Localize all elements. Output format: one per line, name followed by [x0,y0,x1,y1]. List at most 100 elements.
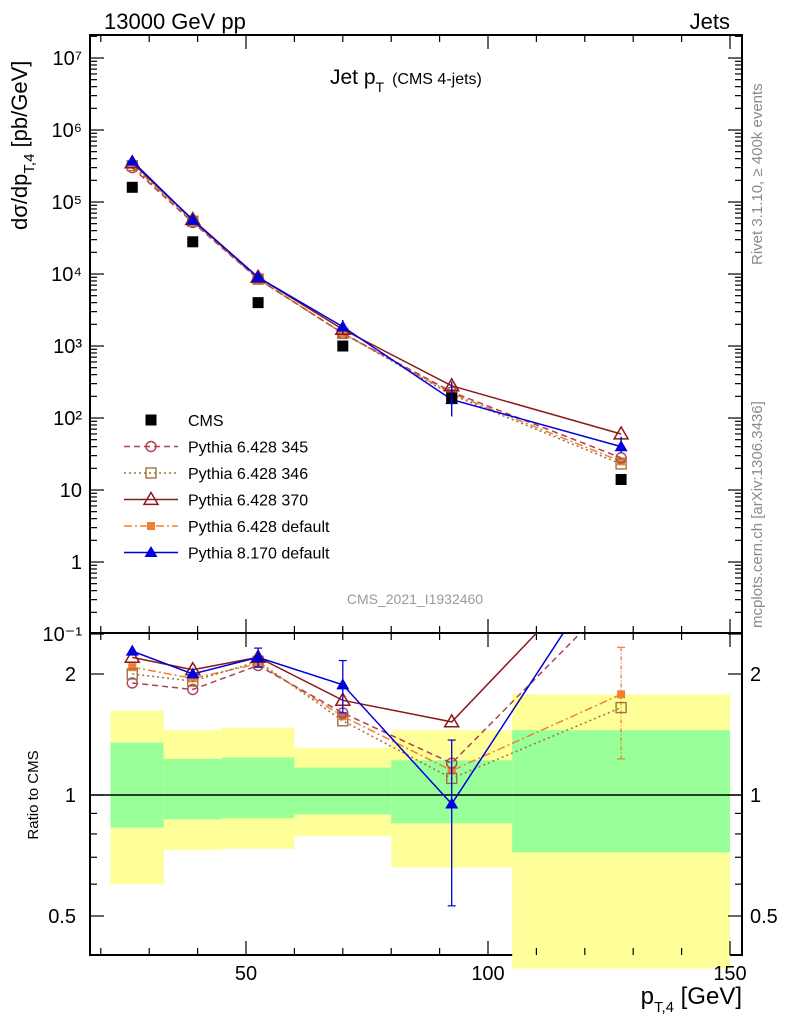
analysis-watermark: CMS_2021_I1932460 [347,591,483,607]
series-line-pythia-6-428-346 [131,165,622,465]
point-pythia-8-170-default [186,213,200,225]
header-left: 13000 GeV pp [104,9,246,34]
legend-entry-pythia-6-428-default: Pythia 6.428 default [124,519,330,536]
ratio-point-pythia-8-170-default [186,667,200,679]
legend-label-pythia-6-428-346: Pythia 6.428 346 [188,466,308,483]
green-band-bin [294,767,392,815]
series-line-pythia-6-428-345 [131,167,622,459]
legend-marker-pythia-6-428-370 [142,491,160,506]
ratio-series-layer [123,633,627,907]
legend-label-cms: CMS [188,413,224,430]
plot-title-main: Jet p [330,66,376,89]
main-ylabel-sub: T,4 [21,154,38,174]
ratio-point-pythia-6-428-370 [123,648,141,664]
xtick-label: 50 [235,963,257,985]
header-right: Jets [690,9,730,34]
ratio-point-pythia-6-428-346 [615,701,627,714]
main-ytick-label: 1 [71,552,82,574]
xlabel: pT,4 [GeV] [641,983,742,1016]
main-ylabel-unit: [pb/GeV] [7,61,32,154]
ratio-line-pythia-8-170-default [131,633,565,806]
point-pythia-6-428-346 [615,458,627,470]
plot-title-sub: T [376,79,385,95]
point-cms [187,236,199,248]
legend-label-pythia-6-428-370: Pythia 6.428 370 [188,493,308,510]
legend: CMS Pythia 6.428 345 Pythia 6.428 346 Pythi… [124,413,330,563]
ratio-line-pythia-6-428-default [132,663,622,772]
main-series-layer [123,154,630,485]
legend-label-pythia-6-428-345: Pythia 6.428 345 [188,440,308,457]
ratio-point-pythia-6-428-370 [443,713,461,728]
ratio-ytick-label: 2 [65,664,76,686]
legend-marker-pythia-8-170-default [144,546,158,558]
ratio-ytick-label: 1 [65,785,76,807]
main-panel-frame [89,34,743,634]
main-ylabel-main: dσ/dp [7,174,32,230]
series-line-pythia-6-428-370 [131,162,622,435]
xlabel-sub: T,4 [654,999,674,1016]
xtick-label: 150 [713,963,746,985]
ratio-point-pythia-6-428-345 [187,683,199,696]
plot-title-note: (CMS 4-jets) [392,71,482,88]
point-cms [337,340,349,352]
ratio-point-pythia-6-428-346 [337,715,349,727]
ratio-point-pythia-6-428-345 [126,677,138,689]
legend-label-pythia-6-428-default: Pythia 6.428 default [188,519,330,536]
legend-entry-pythia-6-428-345: Pythia 6.428 345 [124,440,308,457]
series-line-pythia-8-170-default [131,160,622,448]
xlabel-unit: [GeV] [674,983,742,1010]
legend-entry-cms: CMS [145,413,224,430]
ratio-point-pythia-6-428-default [128,663,137,672]
point-pythia-8-170-default [251,270,265,282]
ratio-point-pythia-8-170-default [336,678,350,690]
ratio-point-pythia-6-428-default [617,690,626,699]
legend-label-pythia-8-170-default: Pythia 8.170 default [188,546,330,563]
main-axis-ticks: 10⁻¹ 1 10 10² 10³ 10⁴ 10⁵ 10⁶ 10⁷ [43,35,742,646]
legend-marker-pythia-6-428-default [147,522,155,530]
ratio-uncertainty-bands [110,694,730,969]
main-ytick-label: 10⁻¹ [43,624,83,646]
point-cms [126,181,138,193]
main-ytick-label: 10⁵ [51,192,82,214]
ratio-ytick-label: 0.5 [48,906,76,928]
ratio-ylabel: Ratio to CMS [25,750,42,839]
main-ytick-label: 10⁴ [51,264,82,286]
xtick-label: 100 [471,963,504,985]
main-ytick-label: 10⁷ [53,48,82,70]
ratio-line-pythia-6-428-370 [132,633,538,723]
ratio-panel-frame [89,632,743,956]
ratio-ytick-label-right: 0.5 [750,906,778,928]
legend-entry-pythia-6-428-370: Pythia 6.428 370 [124,491,308,510]
ratio-point-pythia-8-170-default [251,650,265,662]
point-pythia-6-428-370 [249,268,267,283]
point-pythia-6-428-default [617,457,626,466]
ratio-ytick-label-right: 2 [750,664,761,686]
green-band-bin [221,757,295,819]
legend-marker-cms [145,414,157,426]
ratio-line-pythia-6-428-346 [132,660,622,780]
ratio-ytick-label-right: 1 [750,785,761,807]
ratio-point-pythia-6-428-346 [126,668,138,680]
point-pythia-8-170-default [125,154,139,166]
green-band-bin [512,730,730,853]
green-band-bin [110,742,164,828]
xlabel-main: p [641,983,654,1010]
ratio-point-pythia-8-170-default [445,797,459,809]
ratio-line-pythia-6-428-345 [132,633,582,765]
ratio-axis-ticks: 0.5 0.5 1 1 2 2 50 100 150 [48,633,778,985]
series-line-pythia-6-428-default [131,164,622,463]
green-band-bin [163,758,222,820]
main-ytick-label: 10² [53,408,82,430]
main-ylabel: dσ/dpT,4 [pb/GeV] [7,61,38,230]
legend-entry-pythia-6-428-346: Pythia 6.428 346 [124,466,308,483]
main-ytick-label: 10⁶ [52,120,82,142]
point-pythia-6-428-345 [615,452,627,464]
legend-entry-pythia-8-170-default: Pythia 8.170 default [124,546,330,563]
point-cms [615,473,627,485]
main-ytick-label: 10 [60,480,82,502]
main-ytick-label: 10³ [53,336,82,358]
legend-marker-pythia-6-428-345 [145,440,157,453]
rivet-label: Rivet 3.1.10, ≥ 400k events [749,83,766,265]
point-cms [252,297,264,309]
